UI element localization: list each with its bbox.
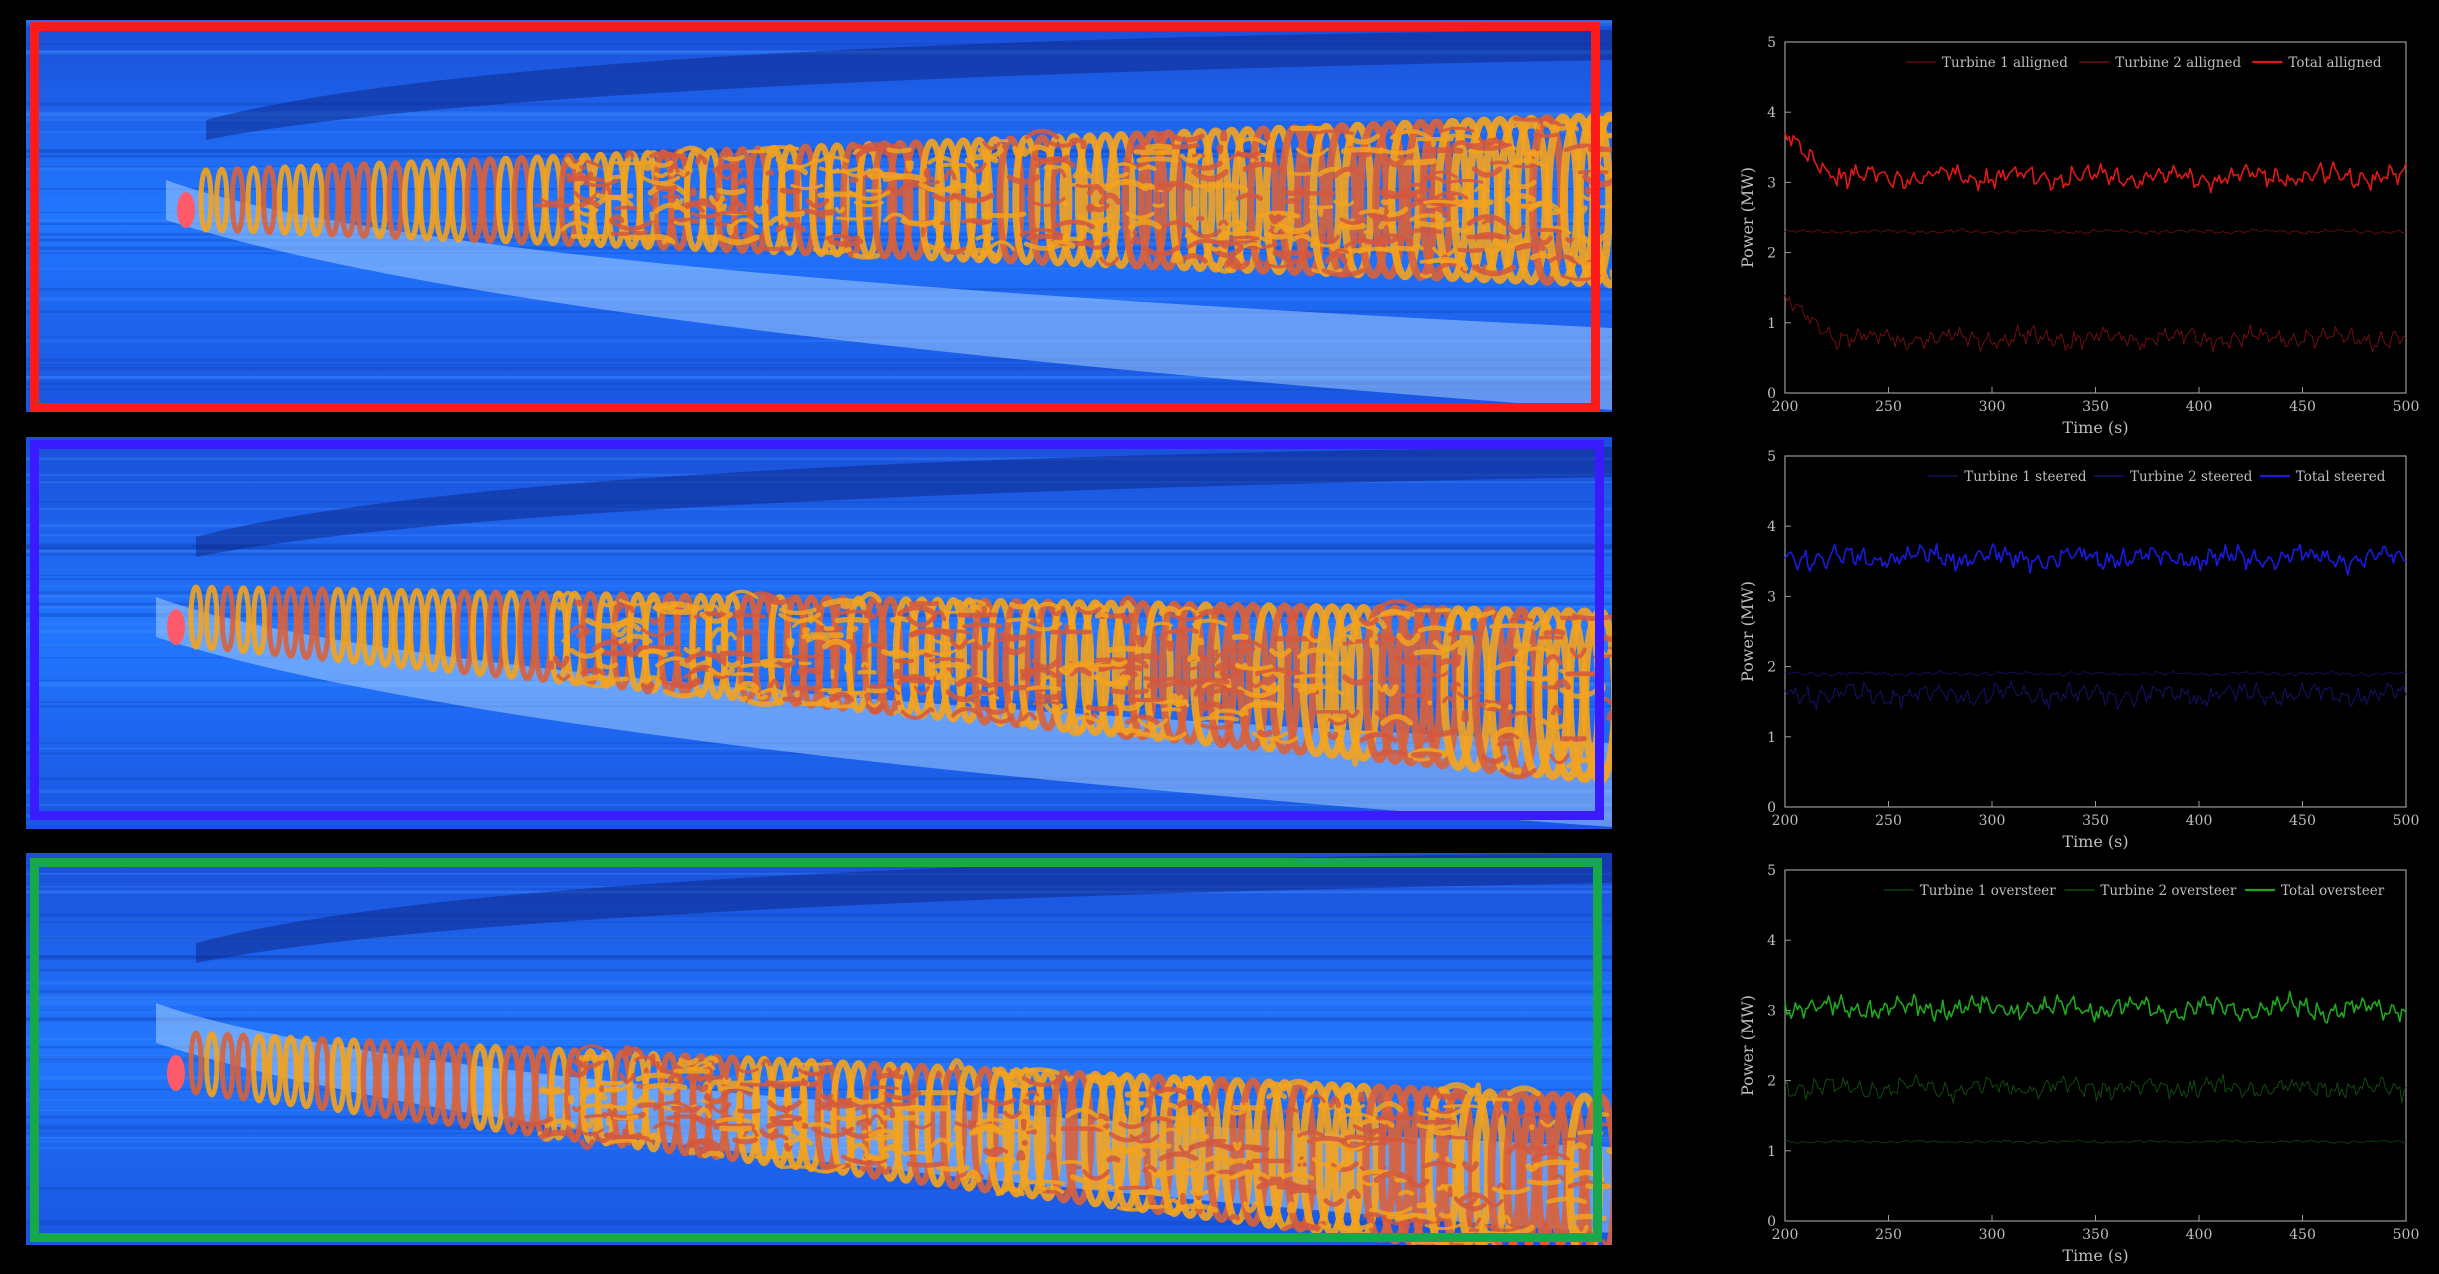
series-line (1784, 543, 2407, 576)
axes-frame (1784, 41, 2407, 394)
y-tick-label: 1 (1767, 730, 1776, 746)
x-tick-label: 250 (1875, 813, 1902, 829)
legend-entry: Turbine 2 alligned (2115, 55, 2241, 71)
y-tick-label: 4 (1767, 933, 1776, 949)
series-line (1784, 294, 2407, 353)
y-tick-label: 1 (1767, 1144, 1776, 1160)
y-tick-label: 4 (1767, 519, 1776, 535)
x-tick-label: 250 (1875, 399, 1902, 415)
y-tick-label: 4 (1767, 105, 1776, 121)
series-line (1784, 228, 2407, 235)
power-chart-1: 200 250 300 350 400 450 500 0 1 2 3 4 5 Time (s) Power… (1738, 449, 2419, 851)
wake-visualization (26, 437, 1612, 829)
legend-entry: Total alligned (2288, 55, 2381, 71)
flow-panel-aligned (26, 20, 1612, 412)
x-tick-label: 200 (1772, 813, 1799, 829)
x-tick-label: 350 (2082, 1227, 2109, 1243)
y-tick-label: 5 (1767, 863, 1776, 879)
legend-entry: Turbine 2 oversteer (2100, 883, 2236, 899)
y-tick-label: 5 (1767, 449, 1776, 465)
legend-entry: Turbine 1 alligned (1942, 55, 2068, 71)
wake-visualization (26, 853, 1612, 1245)
y-tick-label: 3 (1767, 1003, 1776, 1019)
wake-visualization (26, 20, 1612, 412)
legend-entry: Total steered (2296, 469, 2386, 485)
x-tick-label: 300 (1979, 1227, 2006, 1243)
series-line (1784, 1073, 2407, 1104)
series-line (1784, 680, 2407, 711)
x-tick-label: 450 (2289, 1227, 2316, 1243)
x-tick-label: 450 (2289, 399, 2316, 415)
y-tick-label: 2 (1767, 660, 1776, 676)
legend-entry: Turbine 1 oversteer (1920, 883, 2056, 899)
x-tick-label: 350 (2082, 813, 2109, 829)
power-chart-2: 200 250 300 350 400 450 500 0 1 2 3 4 5 Time (s) Power… (1738, 863, 2419, 1265)
legend-entry: Total oversteer (2281, 883, 2385, 899)
x-tick-label: 200 (1772, 1227, 1799, 1243)
x-tick-label: 500 (2393, 399, 2420, 415)
y-tick-label: 2 (1767, 1074, 1776, 1090)
x-tick-label: 400 (2186, 1227, 2213, 1243)
y-axis-label: Power (MW) (1738, 581, 1757, 682)
x-tick-label: 400 (2186, 813, 2213, 829)
y-tick-label: 1 (1767, 316, 1776, 332)
series-line (1784, 132, 2407, 194)
flow-panel-oversteer (26, 853, 1612, 1245)
axes-frame (1784, 869, 2407, 1222)
series-line (1784, 670, 2407, 678)
legend-entry: Turbine 1 steered (1964, 469, 2087, 485)
y-axis-label: Power (MW) (1738, 995, 1757, 1096)
y-tick-label: 0 (1767, 386, 1776, 402)
series-line (1784, 1139, 2407, 1145)
x-axis-label: Time (s) (2062, 1246, 2128, 1265)
y-tick-label: 3 (1767, 589, 1776, 605)
y-tick-label: 0 (1767, 800, 1776, 816)
y-tick-label: 0 (1767, 1214, 1776, 1230)
y-axis-label: Power (MW) (1738, 167, 1757, 268)
x-tick-label: 250 (1875, 1227, 1902, 1243)
x-tick-label: 500 (2393, 813, 2420, 829)
power-chart-0: 200 250 300 350 400 450 500 0 1 2 3 4 5 Time (s) Power… (1738, 35, 2419, 437)
y-tick-label: 5 (1767, 35, 1776, 51)
y-tick-label: 2 (1767, 246, 1776, 262)
x-tick-label: 300 (1979, 399, 2006, 415)
x-tick-label: 200 (1772, 399, 1799, 415)
x-axis-label: Time (s) (2062, 832, 2128, 851)
flow-panel-steered (26, 437, 1612, 829)
series-line (1784, 990, 2407, 1025)
legend-entry: Turbine 2 steered (2130, 469, 2253, 485)
x-tick-label: 500 (2393, 1227, 2420, 1243)
axes-frame (1784, 455, 2407, 808)
x-tick-label: 300 (1979, 813, 2006, 829)
x-tick-label: 350 (2082, 399, 2109, 415)
y-tick-label: 3 (1767, 175, 1776, 191)
x-tick-label: 450 (2289, 813, 2316, 829)
x-tick-label: 400 (2186, 399, 2213, 415)
x-axis-label: Time (s) (2062, 418, 2128, 437)
